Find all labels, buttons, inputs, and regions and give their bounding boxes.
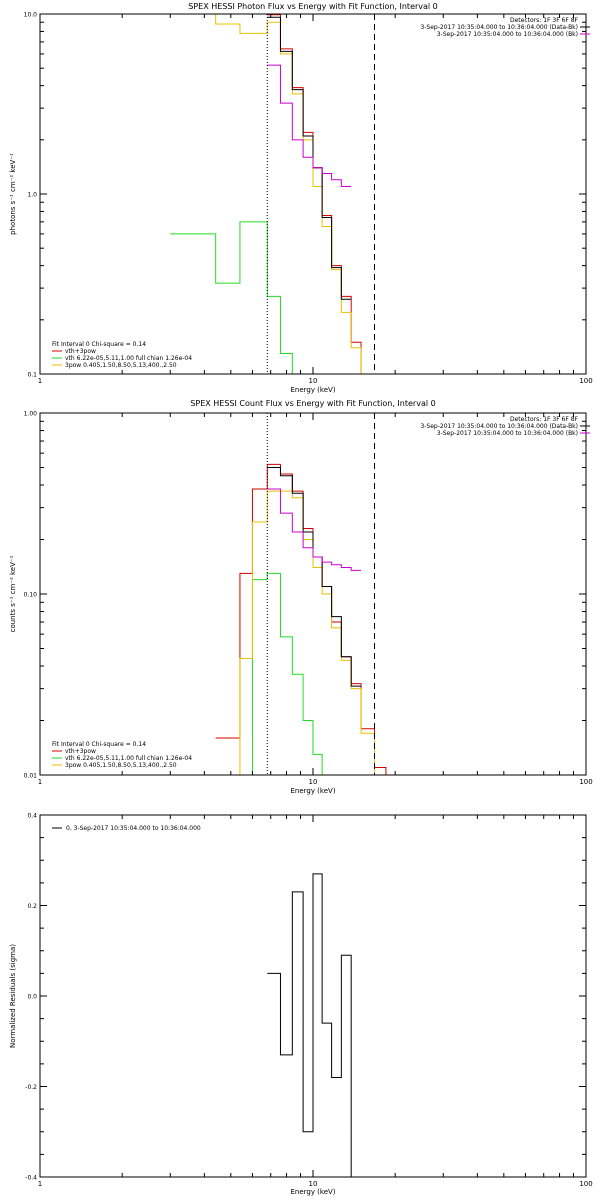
y-tick-label: 0.1 [27,372,37,379]
series-line-5 [267,488,362,571]
fit-info: Fit Interval 0 Chi-square = 0.14 [52,741,146,748]
panel-count-flux: 1 10 100 0.01 0.10 1.00 SPEX HESSI Count Flux… [9,399,593,795]
legend-label-2: vth 6.22e-05,5.11,1.00 full chian 1.26e-… [65,755,192,762]
x-tick-label: 100 [579,377,592,385]
legend-label-1: 0, 3-Sep-2017 10:35:04.000 to 10:36:04.0… [66,825,201,832]
series-line-2 [215,572,396,776]
y-tick-label: -0.2 [25,1084,37,1091]
y-axis-label: photons s⁻¹ cm⁻² keV⁻¹ [9,153,17,235]
chart-title: SPEX HESSI Photon Flux vs Energy with Fi… [188,2,438,11]
legend-label-1: vth+3pow [65,348,96,355]
series-line-4 [267,466,362,687]
series-line-1 [170,13,386,375]
fit-info: Fit Interval 0 Chi-square = 0.14 [52,341,146,348]
bk-label: 3-Sep-2017 10:35:04.000 to 10:36:04.000 … [437,430,578,437]
panel-photon-flux: 1 10 100 0.1 1.0 10.0 SPEX HESSI Photon Flux … [9,2,593,394]
series-line-2 [170,221,386,375]
x-axis-label: Energy (keV) [290,1188,335,1196]
x-axis-label: Energy (keV) [290,787,335,795]
x-axis-label: Energy (keV) [290,386,335,394]
data-bk-label: 3-Sep-2017 10:35:04.000 to 10:36:04.000 … [420,24,578,31]
data-bk-label: 3-Sep-2017 10:35:04.000 to 10:36:04.000 … [420,423,578,430]
y-tick-label: 0.10 [24,592,38,599]
series-line-1 [215,463,396,776]
legend-label-3: 3pow 0.405,1.50,8.50,5.13,400.,2.50 [65,362,177,369]
x-tick-label: 10 [309,1180,318,1188]
x-tick-label: 1 [38,1180,42,1188]
x-tick-label: 10 [309,778,318,786]
y-axis-label: Normalized Residuals (sigma) [9,944,17,1048]
x-tick-label: 1 [38,377,42,385]
series-line-3 [170,13,386,375]
y-tick-label: 1.0 [27,192,37,199]
x-tick-label: 1 [38,778,42,786]
legend-label-3: 3pow 0.405,1.50,8.50,5.13,400.,2.50 [65,762,177,769]
x-tick-label: 10 [309,377,318,385]
bk-label: 3-Sep-2017 10:35:04.000 to 10:36:04.000 … [437,31,578,38]
series-line-4 [267,16,352,300]
y-tick-label: 0.4 [27,813,37,820]
chart-title: SPEX HESSI Count Flux vs Energy with Fit… [190,399,435,408]
y-axis-label: counts s⁻¹ cm⁻² keV⁻¹ [9,555,17,632]
y-tick-label: 10.0 [24,12,38,19]
legend-label-2: vth 6.22e-05,5.11,1.00 full chian 1.26e-… [65,355,192,362]
legend-label-1: vth+3pow [65,748,96,755]
series-line-1 [267,873,375,1178]
detectors-label: Detectors: 1F 3F 6F 8F [510,17,579,24]
series-line-5 [267,64,352,188]
plot-frame [39,13,587,375]
x-tick-label: 100 [579,778,592,786]
detectors-label: Detectors: 1F 3F 6F 8F [510,416,579,423]
x-tick-label: 100 [579,1180,592,1188]
y-tick-label: 1.00 [24,411,38,418]
y-tick-label: -0.4 [25,1175,37,1182]
y-tick-label: 0.01 [24,773,38,780]
panel-residuals: 1 10 100 -0.4 -0.2 0.0 0.2 0.4 Energy (keV) Nor… [9,813,593,1197]
y-tick-label: 0.2 [27,903,37,910]
series-line-3 [215,490,396,776]
y-tick-label: 0.0 [27,994,37,1001]
